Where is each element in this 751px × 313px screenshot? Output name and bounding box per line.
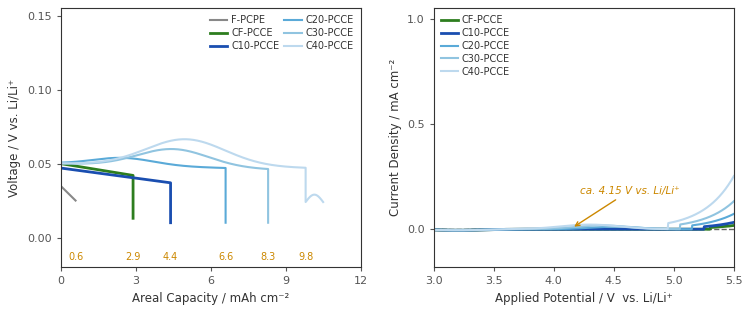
X-axis label: Applied Potential / V  vs. Li/Li⁺: Applied Potential / V vs. Li/Li⁺ bbox=[495, 292, 673, 305]
Legend: CF-PCCE, C10-PCCE, C20-PCCE, C30-PCCE, C40-PCCE: CF-PCCE, C10-PCCE, C20-PCCE, C30-PCCE, C… bbox=[439, 13, 512, 79]
Text: 6.6: 6.6 bbox=[218, 252, 234, 262]
Legend: F-PCPE, CF-PCCE, C10-PCCE, C20-PCCE, C30-PCCE, C40-PCCE: F-PCPE, CF-PCCE, C10-PCCE, C20-PCCE, C30… bbox=[208, 13, 356, 53]
Y-axis label: Voltage / V vs. Li/Li⁺: Voltage / V vs. Li/Li⁺ bbox=[8, 79, 21, 197]
Text: ca. 4.15 V vs. Li/Li⁺: ca. 4.15 V vs. Li/Li⁺ bbox=[575, 186, 680, 226]
Text: 8.3: 8.3 bbox=[261, 252, 276, 262]
Text: 9.8: 9.8 bbox=[298, 252, 313, 262]
Text: 4.4: 4.4 bbox=[163, 252, 178, 262]
X-axis label: Areal Capacity / mAh cm⁻²: Areal Capacity / mAh cm⁻² bbox=[132, 292, 289, 305]
Text: 2.9: 2.9 bbox=[125, 252, 140, 262]
Text: 0.6: 0.6 bbox=[68, 252, 83, 262]
Y-axis label: Current Density / mA cm⁻²: Current Density / mA cm⁻² bbox=[388, 59, 402, 216]
